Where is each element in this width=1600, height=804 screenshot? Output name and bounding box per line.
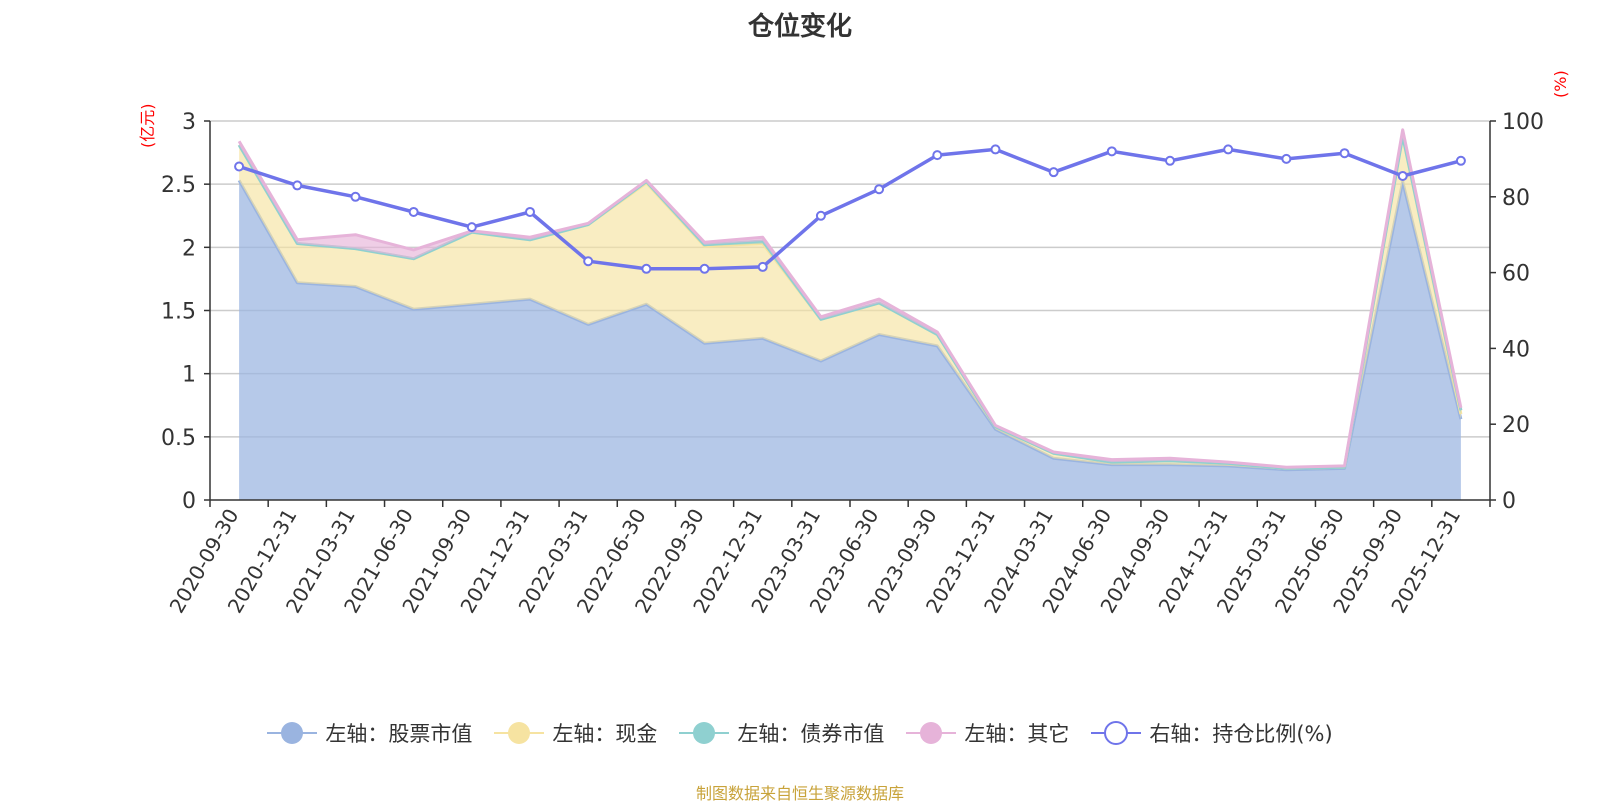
ratio-point: [990, 144, 1001, 155]
area-line-other: [237, 128, 1463, 469]
ratio-point: [1455, 155, 1466, 166]
legend-bond-label: 左轴：债券市值: [737, 722, 885, 746]
legend-stock-dot: [281, 722, 304, 744]
legend-item-ratio[interactable]: 右轴：持仓比例(%): [1091, 718, 1333, 748]
ratio-point: [466, 222, 477, 233]
legend-other-dot: [920, 722, 943, 744]
ratio-point: [292, 180, 303, 191]
legend-ratio-dot: [1104, 721, 1129, 745]
legend-cash-marker: [494, 722, 545, 744]
ratio-point: [1165, 155, 1175, 166]
legend-item-bond[interactable]: 左轴：债券市值: [679, 718, 884, 748]
left-axis-tick-label: 2.5: [161, 173, 196, 198]
right-axis-tick-label: 40: [1502, 337, 1530, 362]
ratio-point: [1048, 167, 1059, 178]
legend-item-stock[interactable]: 左轴：股票市值: [267, 718, 472, 748]
ratio-point: [699, 263, 710, 274]
left-axis-tick-label: 1.5: [161, 300, 196, 325]
legend: 左轴：股票市值 左轴：现金 左轴：债券市值 左轴：其它 右轴：持仓比例(%): [0, 718, 1600, 748]
legend-item-cash[interactable]: 左轴：现金: [494, 718, 657, 748]
right-axis-tick-label: 60: [1502, 262, 1530, 287]
ratio-point: [757, 261, 768, 272]
ratio-point: [234, 161, 245, 172]
right-axis-tick-label: 80: [1502, 186, 1530, 211]
chart-title: 仓位变化: [747, 12, 852, 42]
left-axis-tick-label: 1: [182, 363, 196, 388]
ratio-point: [1106, 146, 1117, 157]
legend-cash-dot: [508, 722, 531, 744]
ratio-point: [1339, 148, 1350, 159]
area-cash: [239, 136, 1461, 470]
ratio-point: [815, 210, 826, 221]
ratio-point: [641, 263, 652, 274]
left-axis-tick-label: 2: [182, 236, 196, 261]
left-axis-tick-label: 0.5: [161, 426, 196, 451]
ratio-point: [932, 150, 943, 161]
legend-cash-label: 左轴：现金: [552, 722, 658, 746]
left-axis-tick-label: 3: [182, 110, 196, 135]
ratio-line: [238, 147, 1462, 271]
right-axis-tick-label: 0: [1502, 489, 1516, 514]
ratio-point: [583, 256, 594, 267]
area-stock: [239, 180, 1461, 500]
right-axis-tick-label: 20: [1502, 413, 1530, 438]
ratio-point: [525, 206, 535, 217]
legend-stock-marker: [267, 722, 318, 744]
legend-stock-label: 左轴：股票市值: [325, 722, 473, 746]
legend-ratio-label: 右轴：持仓比例(%): [1149, 722, 1333, 746]
ratio-point: [1223, 144, 1234, 155]
legend-bond-dot: [693, 722, 716, 744]
legend-item-other[interactable]: 左轴：其它: [906, 718, 1069, 748]
ratio-point: [874, 184, 885, 195]
legend-ratio-marker: [1091, 721, 1142, 745]
ratio-point: [408, 206, 419, 217]
ratio-point: [1281, 153, 1292, 164]
legend-other-marker: [906, 722, 957, 744]
legend-other-label: 左轴：其它: [964, 722, 1070, 746]
legend-bond-marker: [679, 722, 730, 744]
data-source-note: 制图数据来自恒生聚源数据库: [695, 784, 904, 803]
ratio-point: [1397, 170, 1408, 181]
right-axis-tick-label: 100: [1502, 110, 1544, 135]
ratio-point: [350, 191, 361, 202]
left-axis-tick-label: 0: [182, 489, 196, 514]
